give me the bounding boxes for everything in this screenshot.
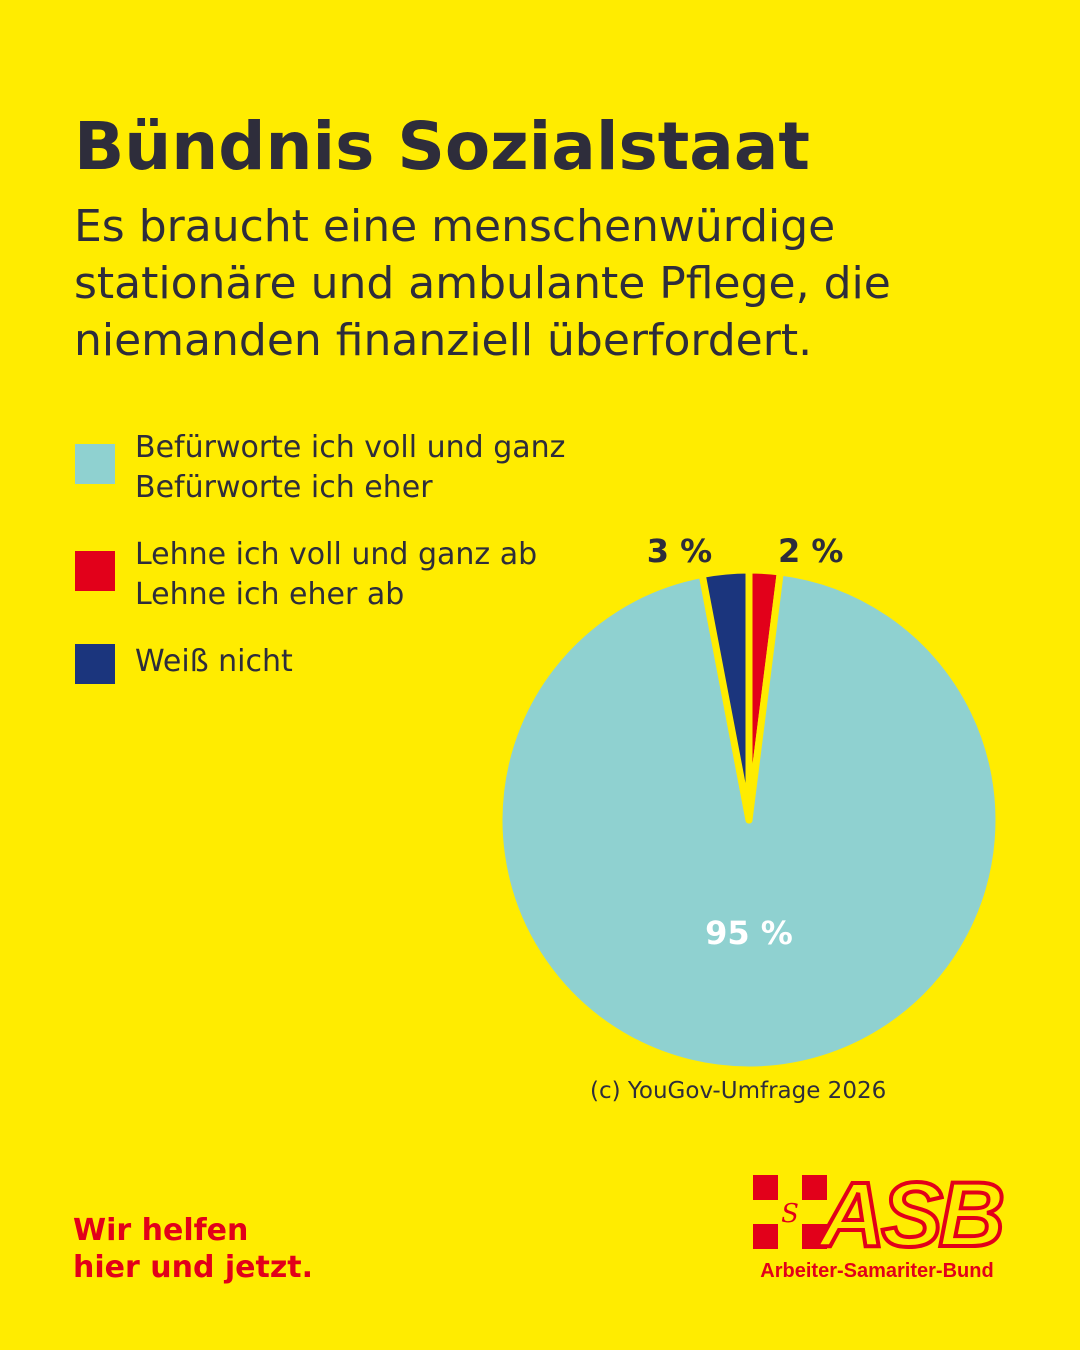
legend-item-unknown: Weiß nicht bbox=[75, 642, 565, 684]
svg-text:S: S bbox=[781, 1199, 799, 1229]
legend-label: Weiß nicht bbox=[135, 644, 293, 679]
legend-swatch-navy bbox=[75, 644, 115, 684]
legend-label: Lehne ich eher ab bbox=[135, 577, 405, 612]
legend-swatch-teal bbox=[75, 444, 115, 484]
legend-label: Lehne ich voll und ganz ab bbox=[135, 537, 538, 572]
legend-label: Befürworte ich voll und ganz bbox=[135, 430, 566, 465]
data-label: 3 % bbox=[647, 532, 712, 570]
legend-label: Befürworte ich eher bbox=[135, 470, 433, 505]
pie-slice bbox=[698, 566, 753, 824]
page-title: Bündnis Sozialstaat bbox=[74, 108, 810, 185]
data-label: 95 % bbox=[705, 914, 793, 952]
tagline-line: Wir helfen bbox=[73, 1213, 249, 1248]
tagline-line: hier und jetzt. bbox=[73, 1250, 314, 1285]
data-label: 2 % bbox=[778, 532, 843, 570]
legend-item-reject: Lehne ich voll und ganz ab Lehne ich ehe… bbox=[75, 535, 565, 615]
svg-text:ASB: ASB bbox=[817, 1172, 1003, 1266]
source-note: (c) YouGov-Umfrage 2026 bbox=[590, 1078, 887, 1104]
legend-item-approve: Befürworte ich voll und ganz Befürworte … bbox=[75, 428, 565, 508]
pie-chart: 2 % 95 % 3 % bbox=[495, 532, 1003, 1074]
subtitle: Es braucht eine menschenwürdige stationä… bbox=[74, 201, 891, 366]
legend: Befürworte ich voll und ganz Befürworte … bbox=[75, 428, 565, 709]
svg-text:Arbeiter-Samariter-Bund: Arbeiter-Samariter-Bund bbox=[760, 1260, 993, 1282]
tagline: Wir helfen hier und jetzt. bbox=[73, 1212, 313, 1286]
legend-swatch-red bbox=[75, 551, 115, 591]
asb-logo: S ASB Arbeiter-Samariter-Bund bbox=[753, 1172, 1009, 1282]
